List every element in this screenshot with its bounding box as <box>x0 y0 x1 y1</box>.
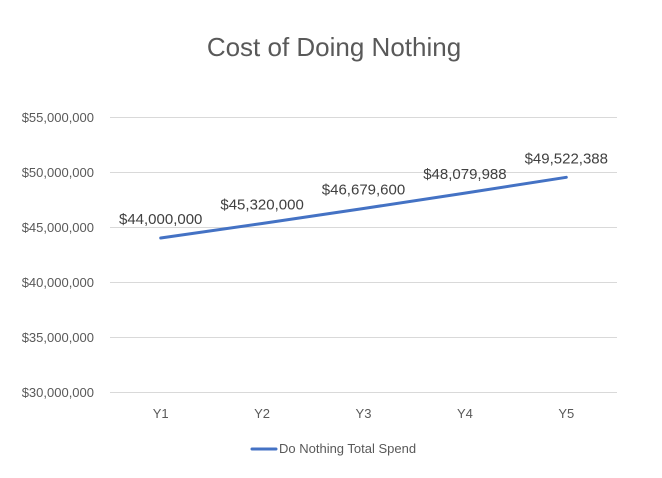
y-tick-label: $50,000,000 <box>22 165 94 180</box>
x-tick-label: Y4 <box>457 406 473 421</box>
gridlines <box>110 117 617 393</box>
x-tick-label: Y1 <box>153 406 169 421</box>
legend: Do Nothing Total Spend <box>250 441 416 456</box>
chart-title: Cost of Doing Nothing <box>207 32 461 62</box>
y-tick-label: $40,000,000 <box>22 275 94 290</box>
y-tick-label: $55,000,000 <box>22 110 94 125</box>
data-labels: $44,000,000 $45,320,000 $46,679,600 $48,079… <box>119 150 608 228</box>
data-label: $49,522,388 <box>525 150 608 167</box>
x-tick-label: Y5 <box>558 406 574 421</box>
data-label: $46,679,600 <box>322 182 405 199</box>
legend-label: Do Nothing Total Spend <box>279 441 416 456</box>
y-tick-label: $35,000,000 <box>22 330 94 345</box>
y-tick-label: $45,000,000 <box>22 220 94 235</box>
y-tick-label: $30,000,000 <box>22 385 94 400</box>
y-axis-tick-labels: $30,000,000 $35,000,000 $40,000,000 $45,000… <box>22 110 94 400</box>
data-label: $45,320,000 <box>220 197 303 214</box>
data-label: $44,000,000 <box>119 211 202 228</box>
x-tick-label: Y3 <box>356 406 372 421</box>
series-line <box>159 175 568 240</box>
x-axis-tick-labels: Y1 Y2 Y3 Y4 Y5 <box>153 406 575 421</box>
x-tick-label: Y2 <box>254 406 270 421</box>
data-label: $48,079,988 <box>423 166 506 183</box>
series-lines <box>159 175 568 240</box>
